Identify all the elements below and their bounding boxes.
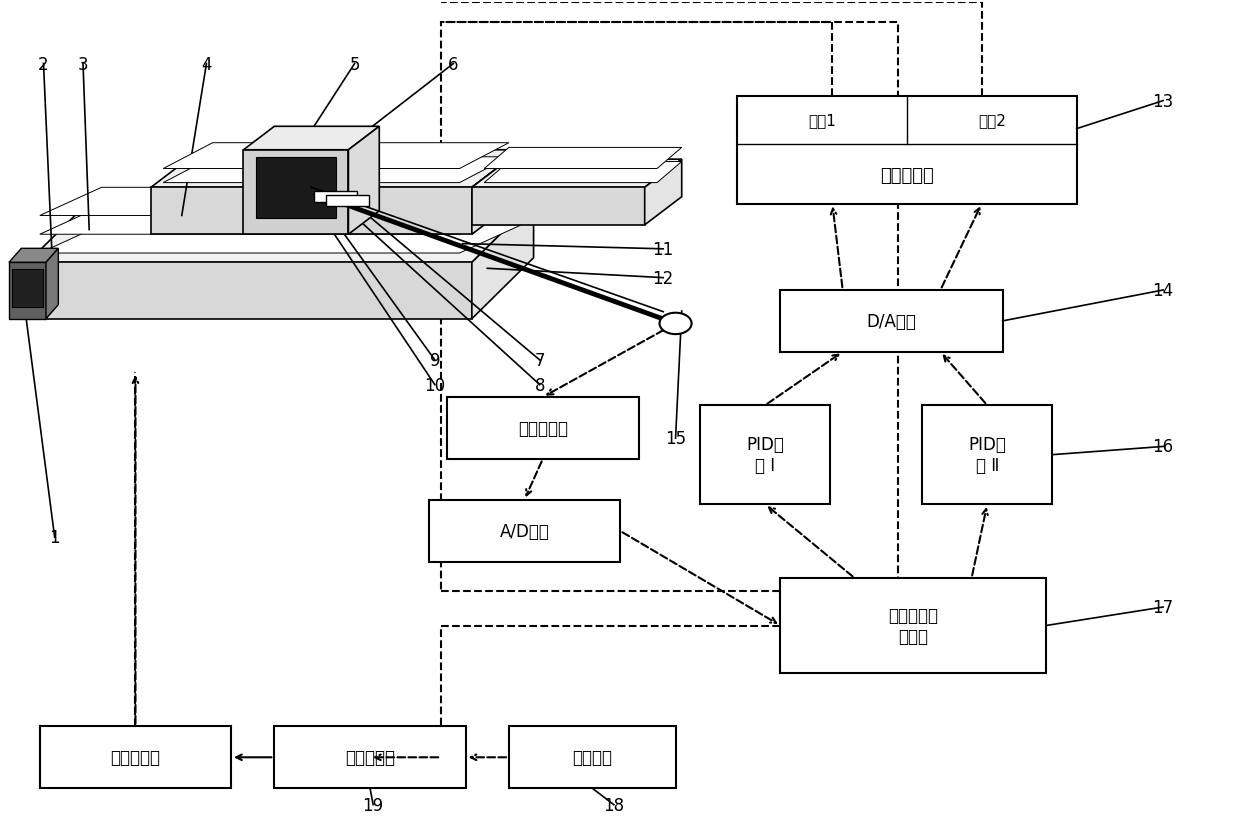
- Text: 11: 11: [652, 240, 673, 258]
- Polygon shape: [151, 188, 472, 235]
- Polygon shape: [243, 128, 379, 151]
- Text: 3: 3: [78, 55, 88, 74]
- Polygon shape: [9, 249, 58, 263]
- Polygon shape: [348, 128, 379, 235]
- Text: 14: 14: [1153, 282, 1174, 300]
- Text: 13: 13: [1152, 93, 1174, 110]
- Polygon shape: [27, 202, 533, 263]
- Text: 4: 4: [201, 55, 212, 74]
- Text: PID模
块 Ⅱ: PID模 块 Ⅱ: [968, 436, 1006, 474]
- Polygon shape: [40, 207, 521, 235]
- Text: 8: 8: [534, 376, 546, 394]
- Polygon shape: [9, 263, 46, 320]
- Bar: [448, 397, 639, 460]
- Text: 通道2: 通道2: [978, 113, 1006, 128]
- Text: D/A转换: D/A转换: [867, 312, 916, 330]
- Bar: [780, 291, 1003, 353]
- Text: 电压放大器: 电压放大器: [880, 166, 934, 185]
- Text: 12: 12: [652, 269, 673, 287]
- Text: 10: 10: [424, 376, 445, 394]
- Polygon shape: [40, 188, 521, 216]
- Text: 位置指令: 位置指令: [572, 749, 613, 767]
- Text: 运动控制卡: 运动控制卡: [345, 749, 396, 767]
- Text: 振动观测方
程模块: 振动观测方 程模块: [888, 606, 939, 645]
- Text: 16: 16: [1153, 438, 1174, 456]
- Polygon shape: [243, 151, 348, 235]
- Polygon shape: [12, 270, 43, 308]
- Polygon shape: [255, 157, 336, 219]
- Text: 电荷放大器: 电荷放大器: [518, 420, 568, 437]
- Polygon shape: [46, 249, 58, 320]
- Bar: [780, 579, 1045, 673]
- Text: 15: 15: [665, 430, 686, 448]
- Bar: [441, 23, 898, 591]
- Polygon shape: [151, 151, 521, 188]
- Bar: [923, 406, 1052, 504]
- Polygon shape: [484, 148, 682, 169]
- Polygon shape: [472, 160, 682, 188]
- Text: 5: 5: [350, 55, 360, 74]
- Text: PID模
块 Ⅰ: PID模 块 Ⅰ: [746, 436, 784, 474]
- Text: 17: 17: [1153, 599, 1174, 616]
- Polygon shape: [164, 157, 508, 183]
- Bar: [701, 406, 830, 504]
- Text: 电机驱动器: 电机驱动器: [110, 749, 160, 767]
- Text: 9: 9: [429, 352, 440, 369]
- Text: 19: 19: [362, 796, 383, 814]
- Bar: [274, 726, 466, 788]
- Bar: [326, 196, 370, 207]
- Bar: [508, 726, 676, 788]
- Bar: [314, 192, 357, 202]
- Polygon shape: [472, 188, 645, 225]
- Text: 通道1: 通道1: [808, 113, 836, 128]
- Polygon shape: [40, 225, 521, 253]
- Polygon shape: [164, 143, 508, 169]
- Bar: [429, 500, 620, 562]
- Polygon shape: [484, 162, 682, 183]
- Polygon shape: [472, 151, 521, 235]
- Polygon shape: [472, 202, 533, 320]
- Text: A/D转换: A/D转换: [500, 522, 549, 540]
- Text: 7: 7: [534, 352, 546, 369]
- Polygon shape: [645, 160, 682, 225]
- Text: 2: 2: [38, 55, 48, 74]
- Bar: [738, 98, 1076, 205]
- Bar: [40, 726, 231, 788]
- Text: 1: 1: [50, 528, 60, 546]
- Text: 6: 6: [448, 55, 459, 74]
- Text: 18: 18: [604, 796, 625, 814]
- Circle shape: [660, 313, 692, 335]
- Polygon shape: [27, 263, 472, 320]
